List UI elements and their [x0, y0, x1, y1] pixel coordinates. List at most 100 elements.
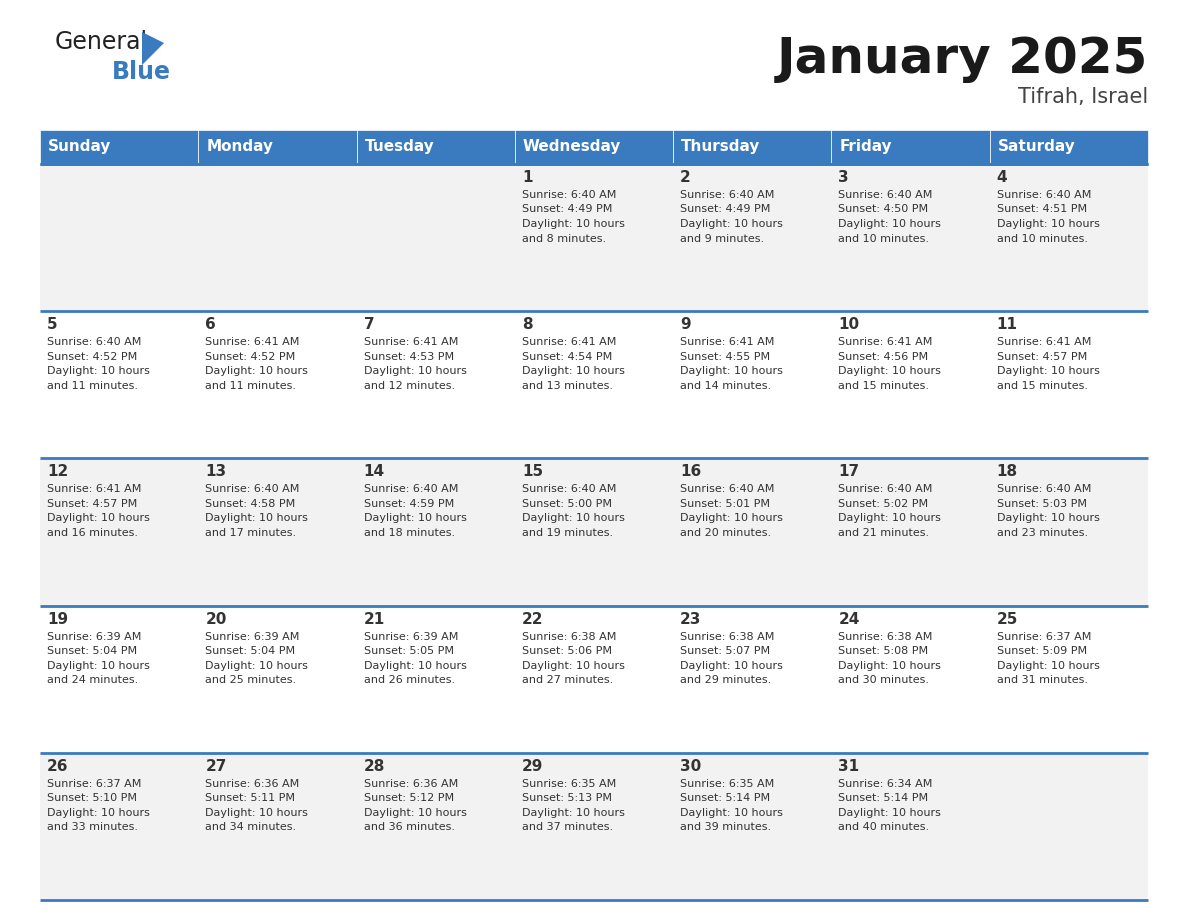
Bar	[198, 753, 356, 900]
Text: 6: 6	[206, 318, 216, 332]
Text: 25: 25	[997, 611, 1018, 627]
Text: Sunrise: 6:41 AM: Sunrise: 6:41 AM	[364, 337, 457, 347]
Text: and 31 minutes.: and 31 minutes.	[997, 675, 1088, 685]
Text: 19: 19	[48, 611, 68, 627]
Bar	[514, 458, 674, 606]
Text: Daylight: 10 hours: Daylight: 10 hours	[48, 513, 150, 523]
Text: Monday: Monday	[207, 140, 273, 154]
Text: and 33 minutes.: and 33 minutes.	[48, 823, 138, 833]
Text: and 19 minutes.: and 19 minutes.	[522, 528, 613, 538]
Text: and 11 minutes.: and 11 minutes.	[48, 381, 138, 391]
Text: Sunset: 5:08 PM: Sunset: 5:08 PM	[839, 646, 929, 656]
Bar	[356, 164, 514, 311]
Text: 3: 3	[839, 170, 849, 185]
Text: Daylight: 10 hours: Daylight: 10 hours	[681, 808, 783, 818]
Text: Saturday: Saturday	[998, 140, 1075, 154]
Text: Sunrise: 6:40 AM: Sunrise: 6:40 AM	[48, 337, 141, 347]
Text: Sunset: 4:50 PM: Sunset: 4:50 PM	[839, 205, 929, 215]
Text: Sunrise: 6:41 AM: Sunrise: 6:41 AM	[839, 337, 933, 347]
Text: 12: 12	[48, 465, 68, 479]
Text: 29: 29	[522, 759, 543, 774]
Bar	[514, 164, 674, 311]
Text: 24: 24	[839, 611, 860, 627]
Bar	[514, 753, 674, 900]
Text: Tuesday: Tuesday	[365, 140, 435, 154]
Text: 17: 17	[839, 465, 860, 479]
Text: Sunrise: 6:38 AM: Sunrise: 6:38 AM	[681, 632, 775, 642]
Text: Sunrise: 6:40 AM: Sunrise: 6:40 AM	[997, 190, 1091, 200]
Text: and 30 minutes.: and 30 minutes.	[839, 675, 929, 685]
Text: Sunset: 5:14 PM: Sunset: 5:14 PM	[681, 793, 770, 803]
Text: Tifrah, Israel: Tifrah, Israel	[1018, 87, 1148, 107]
Bar	[40, 311, 198, 458]
Text: 18: 18	[997, 465, 1018, 479]
Text: 7: 7	[364, 318, 374, 332]
Polygon shape	[143, 32, 164, 65]
Text: Sunday: Sunday	[48, 140, 112, 154]
Bar	[832, 753, 990, 900]
Bar	[356, 753, 514, 900]
Text: and 27 minutes.: and 27 minutes.	[522, 675, 613, 685]
Text: Sunset: 4:58 PM: Sunset: 4:58 PM	[206, 498, 296, 509]
Bar	[674, 753, 832, 900]
Bar	[674, 606, 832, 753]
Text: Daylight: 10 hours: Daylight: 10 hours	[997, 366, 1100, 376]
Text: and 14 minutes.: and 14 minutes.	[681, 381, 771, 391]
Bar	[198, 606, 356, 753]
Text: Sunrise: 6:41 AM: Sunrise: 6:41 AM	[48, 485, 141, 495]
Bar	[356, 311, 514, 458]
Text: Daylight: 10 hours: Daylight: 10 hours	[681, 513, 783, 523]
Text: January 2025: January 2025	[777, 35, 1148, 83]
Text: Daylight: 10 hours: Daylight: 10 hours	[839, 219, 941, 229]
Text: 14: 14	[364, 465, 385, 479]
Text: Sunrise: 6:40 AM: Sunrise: 6:40 AM	[839, 485, 933, 495]
Bar	[832, 606, 990, 753]
Text: Daylight: 10 hours: Daylight: 10 hours	[839, 366, 941, 376]
Text: 27: 27	[206, 759, 227, 774]
Text: 16: 16	[681, 465, 701, 479]
Text: Daylight: 10 hours: Daylight: 10 hours	[48, 808, 150, 818]
Text: Friday: Friday	[840, 140, 892, 154]
Bar	[198, 164, 356, 311]
Text: Daylight: 10 hours: Daylight: 10 hours	[206, 513, 308, 523]
Bar	[514, 606, 674, 753]
Text: and 26 minutes.: and 26 minutes.	[364, 675, 455, 685]
Text: 30: 30	[681, 759, 701, 774]
Text: and 9 minutes.: and 9 minutes.	[681, 233, 764, 243]
Bar	[356, 606, 514, 753]
Bar	[990, 130, 1148, 164]
Text: Sunset: 5:10 PM: Sunset: 5:10 PM	[48, 793, 137, 803]
Text: and 21 minutes.: and 21 minutes.	[839, 528, 929, 538]
Text: Sunset: 5:00 PM: Sunset: 5:00 PM	[522, 498, 612, 509]
Bar	[832, 164, 990, 311]
Text: Daylight: 10 hours: Daylight: 10 hours	[206, 808, 308, 818]
Text: Sunset: 4:55 PM: Sunset: 4:55 PM	[681, 352, 770, 362]
Bar	[40, 753, 198, 900]
Text: Sunset: 5:05 PM: Sunset: 5:05 PM	[364, 646, 454, 656]
Text: Sunset: 4:49 PM: Sunset: 4:49 PM	[522, 205, 612, 215]
Text: Sunset: 4:53 PM: Sunset: 4:53 PM	[364, 352, 454, 362]
Text: Sunset: 5:03 PM: Sunset: 5:03 PM	[997, 498, 1087, 509]
Text: Sunrise: 6:40 AM: Sunrise: 6:40 AM	[522, 190, 617, 200]
Bar	[990, 606, 1148, 753]
Text: Sunrise: 6:39 AM: Sunrise: 6:39 AM	[364, 632, 457, 642]
Text: Daylight: 10 hours: Daylight: 10 hours	[522, 661, 625, 671]
Text: 2: 2	[681, 170, 691, 185]
Text: Sunrise: 6:41 AM: Sunrise: 6:41 AM	[206, 337, 299, 347]
Text: Thursday: Thursday	[681, 140, 760, 154]
Text: Daylight: 10 hours: Daylight: 10 hours	[206, 661, 308, 671]
Text: Sunset: 4:51 PM: Sunset: 4:51 PM	[997, 205, 1087, 215]
Text: Blue: Blue	[112, 60, 171, 84]
Text: 11: 11	[997, 318, 1018, 332]
Text: Sunrise: 6:40 AM: Sunrise: 6:40 AM	[681, 485, 775, 495]
Text: and 16 minutes.: and 16 minutes.	[48, 528, 138, 538]
Text: Daylight: 10 hours: Daylight: 10 hours	[48, 661, 150, 671]
Text: 31: 31	[839, 759, 860, 774]
Text: Sunset: 5:07 PM: Sunset: 5:07 PM	[681, 646, 770, 656]
Text: Sunset: 5:01 PM: Sunset: 5:01 PM	[681, 498, 770, 509]
Text: Sunrise: 6:34 AM: Sunrise: 6:34 AM	[839, 778, 933, 789]
Text: 1: 1	[522, 170, 532, 185]
Text: and 12 minutes.: and 12 minutes.	[364, 381, 455, 391]
Text: Daylight: 10 hours: Daylight: 10 hours	[206, 366, 308, 376]
Text: Sunrise: 6:40 AM: Sunrise: 6:40 AM	[522, 485, 617, 495]
